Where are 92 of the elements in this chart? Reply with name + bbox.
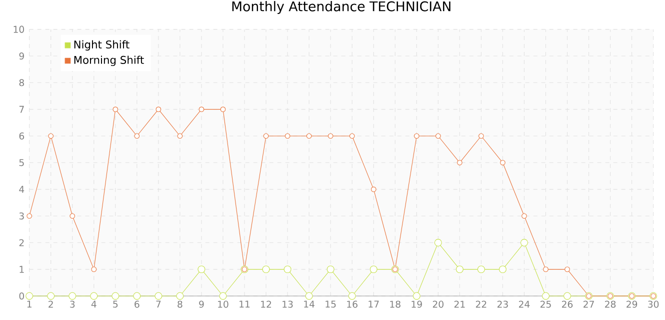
x-tick-label: 28 bbox=[605, 300, 616, 308]
x-tick-label: 11 bbox=[240, 300, 250, 308]
chart-title: Monthly Attendance TECHNICIAN bbox=[232, 1, 450, 14]
point bbox=[48, 133, 54, 139]
point bbox=[284, 266, 292, 274]
point bbox=[219, 292, 227, 300]
x-tick-label: 23 bbox=[497, 300, 508, 308]
point bbox=[520, 238, 528, 246]
x-tick-label: 18 bbox=[390, 300, 400, 308]
y-tick-label: 4 bbox=[19, 186, 24, 193]
x-tick-label: 5 bbox=[113, 300, 118, 308]
point bbox=[70, 213, 76, 219]
x-tick-label: 1 bbox=[27, 300, 32, 308]
point bbox=[305, 292, 313, 300]
x-tick-label: 12 bbox=[261, 300, 272, 308]
x-tick-label: 20 bbox=[432, 300, 444, 308]
x-tick-label: 3 bbox=[70, 300, 75, 308]
point bbox=[326, 266, 334, 274]
y-tick-label: 9 bbox=[19, 52, 24, 60]
x-tick-label: 2 bbox=[48, 300, 53, 308]
point bbox=[328, 133, 334, 139]
point bbox=[412, 292, 420, 300]
point bbox=[306, 133, 312, 139]
x-tick-label: 19 bbox=[412, 300, 422, 308]
point bbox=[133, 292, 141, 300]
x-tick-label: 30 bbox=[648, 300, 659, 308]
x-tick-label: 10 bbox=[218, 300, 228, 308]
point bbox=[498, 266, 506, 274]
point bbox=[349, 133, 355, 139]
point bbox=[220, 106, 226, 112]
point bbox=[457, 160, 462, 166]
point bbox=[414, 133, 420, 139]
x-tick-label: 24 bbox=[518, 300, 530, 308]
x-tick-label: 25 bbox=[540, 300, 551, 308]
x-tick-label: 7 bbox=[156, 300, 161, 308]
point bbox=[542, 292, 550, 300]
y-tick-label: 5 bbox=[19, 159, 24, 166]
x-tick-label: 15 bbox=[326, 300, 336, 308]
x-tick-label: 13 bbox=[282, 300, 293, 308]
point bbox=[68, 292, 76, 300]
x-tick-label: 8 bbox=[178, 300, 182, 308]
x-tick-label: 17 bbox=[368, 300, 379, 308]
point bbox=[176, 292, 184, 300]
y-tick-label: 6 bbox=[19, 132, 24, 140]
y-tick-label: 7 bbox=[19, 106, 24, 113]
x-tick-label: 9 bbox=[199, 300, 204, 308]
point bbox=[477, 266, 485, 274]
x-tick-label: 14 bbox=[304, 300, 314, 308]
point bbox=[156, 106, 162, 112]
y-tick-label: 0 bbox=[19, 292, 24, 300]
point bbox=[543, 266, 548, 272]
point bbox=[90, 292, 98, 300]
y-tick-label: 3 bbox=[19, 212, 24, 220]
point bbox=[263, 133, 269, 139]
x-tick-label: 26 bbox=[562, 300, 573, 308]
x-tick-label: 4 bbox=[91, 300, 96, 308]
point bbox=[262, 266, 270, 274]
x-tick-label: 6 bbox=[134, 300, 140, 308]
legend-label: Morning Shift bbox=[74, 56, 144, 66]
point bbox=[198, 266, 206, 274]
point bbox=[177, 133, 183, 139]
point bbox=[456, 266, 464, 274]
point bbox=[134, 133, 140, 139]
y-tick-label: 2 bbox=[19, 239, 24, 246]
point bbox=[522, 213, 527, 219]
x-tick-label: 27 bbox=[584, 300, 594, 308]
point bbox=[112, 106, 118, 112]
point bbox=[434, 238, 442, 246]
point bbox=[435, 133, 441, 139]
point bbox=[478, 133, 484, 139]
point bbox=[348, 292, 356, 300]
point bbox=[284, 133, 290, 139]
point bbox=[564, 292, 571, 300]
point bbox=[47, 292, 55, 300]
x-tick-label: 22 bbox=[476, 300, 486, 308]
point bbox=[564, 266, 570, 272]
y-tick-label: 1 bbox=[20, 266, 24, 273]
point bbox=[26, 213, 32, 219]
point bbox=[370, 266, 378, 274]
y-tick-label: 8 bbox=[19, 79, 24, 86]
point bbox=[26, 292, 34, 300]
legend-label: Night Shift bbox=[74, 40, 130, 51]
point bbox=[500, 160, 506, 166]
y-tick-label: 10 bbox=[14, 26, 24, 33]
point bbox=[370, 186, 376, 192]
x-tick-label: 16 bbox=[347, 300, 358, 308]
point bbox=[154, 292, 162, 300]
point bbox=[198, 106, 204, 112]
x-tick-label: 21 bbox=[454, 300, 465, 308]
point bbox=[91, 266, 97, 272]
x-tick-label: 29 bbox=[626, 300, 638, 308]
point bbox=[112, 292, 120, 300]
